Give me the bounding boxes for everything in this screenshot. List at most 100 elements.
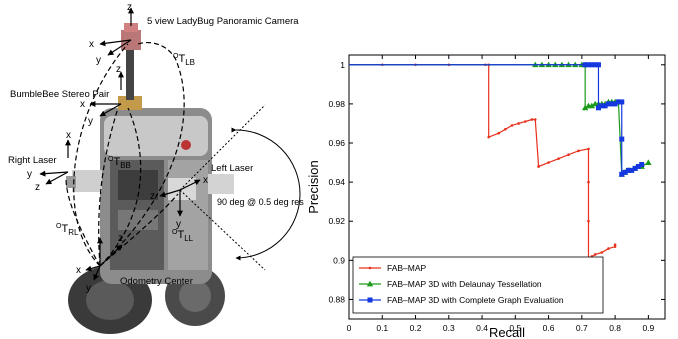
legend-label: FAB–MAP 3D with Complete Graph Evaluatio… — [387, 295, 564, 305]
data-point-1 — [557, 157, 560, 160]
laser-range-label: 90 deg @ 0.5 deg res — [217, 197, 304, 207]
coordinate-axes — [39, 7, 201, 281]
x-tick-label: 0.4 — [476, 323, 488, 333]
legend-label: FAB–MAP 3D with Delaunay Tessellation — [387, 279, 542, 289]
y-tick-label: 0.92 — [328, 216, 345, 226]
data-point-1 — [600, 251, 604, 254]
frame-label-t-ll: OTLL — [172, 229, 194, 243]
axis-letter-y: y — [27, 169, 32, 180]
y-axis: 0.88 0.9 0.92 0.94 0.96 0.98 1 — [328, 60, 665, 304]
legend-swatch-marker — [368, 266, 372, 270]
frame-label-t-rl: OTRL — [56, 223, 79, 237]
data-point-3 — [625, 167, 631, 173]
y-tick-label: 0.9 — [333, 255, 345, 265]
data-point-3 — [615, 99, 621, 105]
odometry-center-label: Odometry Center — [120, 276, 193, 287]
axis-letter-y: y — [96, 55, 101, 66]
axis-letter-y: y — [88, 116, 93, 127]
data-point-3 — [602, 103, 608, 109]
data-point-3 — [629, 167, 635, 173]
data-point-3 — [619, 171, 625, 177]
legend-box — [352, 256, 604, 314]
y-tick-label: 0.98 — [328, 99, 345, 109]
axis-letter-z: z — [118, 233, 123, 244]
axis-letter-x: x — [66, 130, 71, 141]
data-point-1 — [487, 135, 491, 139]
bumblebee-stereo-label: BumbleBee Stereo Pair — [10, 89, 109, 100]
data-point-3 — [622, 169, 628, 175]
x-axis: 0 0.1 0.2 0.3 0.4 0.5 0.6 0.7 0.8 0.9 — [347, 55, 655, 333]
frame-relation-curves — [65, 41, 185, 267]
x-tick-label: 0.5 — [509, 323, 521, 333]
y-tick-label: 0.94 — [328, 177, 345, 187]
frame-label-t-bb: OTBB — [108, 156, 131, 170]
axis-letter-x: x — [203, 175, 208, 186]
x-tick-label: 0 — [347, 323, 352, 333]
axis-letter-z: z — [150, 191, 155, 202]
data-point-3 — [592, 62, 598, 68]
x-axis-label: Recall — [489, 325, 525, 339]
ladybug-camera-label: 5 view LadyBug Panoramic Camera — [147, 16, 299, 27]
axis-letter-y: y — [176, 219, 181, 230]
data-point-1 — [530, 118, 534, 121]
axis-letter-x: x — [89, 39, 94, 50]
data-point-3 — [619, 99, 625, 105]
data-point-1 — [504, 128, 507, 131]
x-tick-label: 0.3 — [443, 323, 455, 333]
series-1 — [349, 63, 617, 262]
data-point-3 — [595, 62, 601, 68]
x-tick-label: 0.2 — [410, 323, 422, 333]
laser-range-arc — [231, 127, 301, 261]
x-tick-label: 0.9 — [642, 323, 654, 333]
precision-recall-chart: 0 0.1 0.2 0.3 0.4 0.5 0.6 0.7 0.8 0.9 0.88 0.9 0.92… — [306, 54, 666, 339]
right-laser-label: Right Laser — [8, 155, 57, 166]
axis-letter-z: z — [116, 64, 121, 75]
data-point-2 — [645, 159, 652, 165]
data-point-1 — [537, 165, 540, 168]
data-point-3 — [585, 62, 591, 68]
data-point-1 — [613, 243, 617, 246]
y-axis-label: Precision — [306, 160, 321, 213]
x-tick-label: 0.8 — [609, 323, 621, 333]
data-point-1 — [587, 180, 590, 184]
axis-letter-x: x — [76, 265, 81, 276]
data-point-1 — [567, 153, 570, 157]
data-point-3 — [582, 62, 588, 68]
data-point-1 — [587, 219, 590, 223]
data-point-3 — [595, 105, 601, 111]
legend-label: FAB–MAP — [387, 263, 427, 273]
data-point-1 — [523, 120, 527, 123]
data-point-3 — [619, 136, 625, 142]
data-point-3 — [635, 163, 641, 169]
y-tick-label: 0.96 — [328, 138, 345, 148]
robot-sensor-diagram: z x y z x y x y z z x y z x y OTLB OTBB … — [8, 2, 304, 334]
frame-label-t-lb: OTLB — [173, 53, 195, 67]
legend-swatch-marker — [366, 280, 374, 287]
data-point-1 — [593, 253, 597, 256]
left-laser-label: Left Laser — [211, 163, 253, 174]
data-point-1 — [533, 118, 537, 121]
data-point-3 — [605, 101, 611, 107]
data-point-2 — [588, 102, 596, 109]
x-tick-label: 0.6 — [543, 323, 555, 333]
x-tick-label: 0.1 — [376, 323, 388, 333]
data-point-3 — [589, 62, 595, 68]
data-point-3 — [609, 101, 615, 107]
legend-swatch-marker — [367, 297, 373, 303]
axis-letter-y: y — [86, 283, 91, 294]
axis-letters: z x y z x y x y z z x y z x y — [27, 2, 208, 294]
data-point-2 — [581, 104, 589, 111]
data-point-3 — [612, 101, 618, 107]
series-3 — [349, 62, 645, 177]
chart-legend: FAB–MAP FAB–MAP 3D with Delaunay Tessella… — [352, 256, 604, 314]
data-point-1 — [547, 161, 550, 164]
robot-body-illustration — [66, 23, 234, 334]
axis-letter-x: x — [80, 99, 85, 110]
data-point-1 — [517, 122, 520, 125]
data-point-1 — [613, 245, 617, 248]
series-layer — [349, 61, 652, 262]
data-point-1 — [497, 131, 500, 135]
data-point-1 — [577, 149, 580, 153]
data-point-3 — [632, 165, 638, 171]
data-point-3 — [599, 103, 605, 109]
